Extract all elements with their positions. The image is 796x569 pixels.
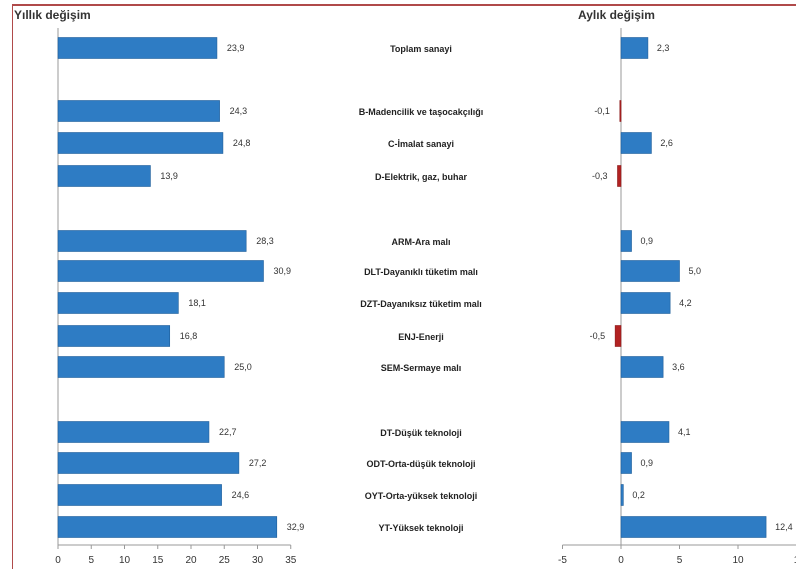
right-bar xyxy=(620,101,621,122)
category-label: OYT-Orta-yüksek teknoloji xyxy=(365,491,478,501)
right-bar xyxy=(621,485,623,506)
category-label: B-Madencilik ve taşocakçılığı xyxy=(359,107,484,117)
left-value-label: 27,2 xyxy=(249,458,267,468)
left-x-tick-label: 0 xyxy=(55,555,61,566)
left-bar xyxy=(58,231,246,252)
right-bar xyxy=(621,453,632,474)
category-label: ARM-Ara malı xyxy=(391,237,450,247)
category-label: DZT-Dayanıksız tüketim malı xyxy=(360,299,482,309)
right-value-label: 3,6 xyxy=(672,362,685,372)
left-x-tick-label: 10 xyxy=(119,555,131,566)
right-x-tick-label: 0 xyxy=(618,555,624,566)
right-bar xyxy=(621,357,663,378)
left-bar xyxy=(58,133,223,154)
right-bar xyxy=(621,422,669,443)
left-x-tick-label: 30 xyxy=(252,555,264,566)
right-bar xyxy=(621,517,766,538)
left-value-label: 24,3 xyxy=(230,106,248,116)
right-bar xyxy=(621,293,670,314)
right-bar xyxy=(615,326,621,347)
left-value-label: 16,8 xyxy=(180,331,198,341)
left-value-label: 24,6 xyxy=(232,490,250,500)
left-bar xyxy=(58,261,263,282)
left-value-label: 22,7 xyxy=(219,427,237,437)
left-x-tick-label: 5 xyxy=(88,555,94,566)
left-panel-title: Yıllık değişim xyxy=(14,8,91,22)
left-bar xyxy=(58,166,150,187)
left-value-label: 32,9 xyxy=(287,522,305,532)
right-value-label: 0,2 xyxy=(632,490,645,500)
left-x-tick-label: 35 xyxy=(285,555,297,566)
category-label: SEM-Sermaye malı xyxy=(381,363,462,373)
right-bar xyxy=(621,38,648,59)
annual-change-panel: 0 5 10 15 20 25 30 35 23,9 24,3 24,8 13,9 28,3 30,9 18… xyxy=(55,28,304,566)
right-value-label: 4,1 xyxy=(678,427,691,437)
left-x-tick-label: 15 xyxy=(152,555,164,566)
left-value-label: 13,9 xyxy=(160,171,178,181)
category-label: D-Elektrik, gaz, buhar xyxy=(375,172,468,182)
left-x-tick-label: 25 xyxy=(219,555,231,566)
right-value-label: -0,3 xyxy=(592,171,608,181)
right-x-tick-label: -5 xyxy=(558,555,567,566)
right-panel-title: Aylık değişim xyxy=(578,8,655,22)
right-value-label: 0,9 xyxy=(641,236,654,246)
left-bar xyxy=(58,293,178,314)
left-x-tick-label: 20 xyxy=(185,555,197,566)
left-value-label: 23,9 xyxy=(227,43,245,53)
right-bar xyxy=(621,231,632,252)
right-value-label: 0,9 xyxy=(641,458,654,468)
right-value-label: -0,1 xyxy=(594,106,610,116)
right-x-tick-label: 10 xyxy=(732,555,744,566)
category-label: ODT-Orta-düşük teknoloji xyxy=(366,459,475,469)
left-bar xyxy=(58,326,170,347)
left-value-label: 28,3 xyxy=(256,236,274,246)
right-bar xyxy=(617,166,621,187)
right-value-label: 2,6 xyxy=(660,138,673,148)
category-label: Toplam sanayi xyxy=(390,44,452,54)
left-bar xyxy=(58,422,209,443)
category-label: YT-Yüksek teknoloji xyxy=(378,523,463,533)
category-label: ENJ-Enerji xyxy=(398,332,444,342)
category-label: C-İmalat sanayi xyxy=(388,139,454,149)
right-value-label: 12,4 xyxy=(775,522,793,532)
right-value-label: 5,0 xyxy=(689,266,702,276)
right-value-label: -0,5 xyxy=(590,331,606,341)
right-value-label: 2,3 xyxy=(657,43,670,53)
left-value-label: 25,0 xyxy=(234,362,252,372)
right-x-tick-label: 5 xyxy=(677,555,683,566)
monthly-change-panel: -5051012,3-0,12,6-0,30,95,04,2-0,53,64,1… xyxy=(558,28,796,566)
left-bar xyxy=(58,101,220,122)
right-value-label: 4,2 xyxy=(679,298,692,308)
left-value-label: 24,8 xyxy=(233,138,251,148)
category-labels: Toplam sanayi B-Madencilik ve taşocakçılı… xyxy=(359,44,484,533)
category-label: DT-Düşük teknoloji xyxy=(380,428,462,438)
left-bar xyxy=(58,453,239,474)
left-bar xyxy=(58,38,217,59)
left-value-label: 30,9 xyxy=(273,266,291,276)
right-bar xyxy=(621,133,651,154)
left-bar xyxy=(58,485,222,506)
category-label: DLT-Dayanıklı tüketim malı xyxy=(364,267,478,277)
left-value-label: 18,1 xyxy=(188,298,206,308)
left-bar xyxy=(58,517,277,538)
left-bar xyxy=(58,357,224,378)
right-bar xyxy=(621,261,680,282)
